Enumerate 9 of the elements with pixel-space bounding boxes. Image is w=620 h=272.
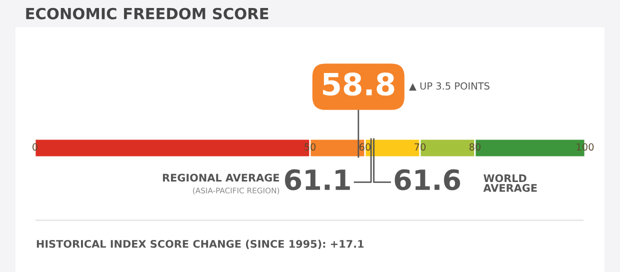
text: REGIONAL AVERAGE bbox=[162, 174, 279, 182]
x-tick-label: 80 bbox=[469, 143, 481, 151]
chart-title: ECONOMIC FREEDOM SCORE bbox=[26, 8, 268, 20]
ref-line-label: 61.1 bbox=[284, 169, 350, 190]
text: WORLD AVERAGE bbox=[483, 174, 537, 192]
text: ▲ UP 3.5 POINTS bbox=[409, 82, 490, 91]
ref-line-label: 58.8 bbox=[323, 72, 394, 96]
ref-line-label: 61.6 bbox=[394, 169, 460, 190]
text: HISTORICAL INDEX SCORE CHANGE (SINCE 1995): +17.1 bbox=[36, 240, 364, 250]
